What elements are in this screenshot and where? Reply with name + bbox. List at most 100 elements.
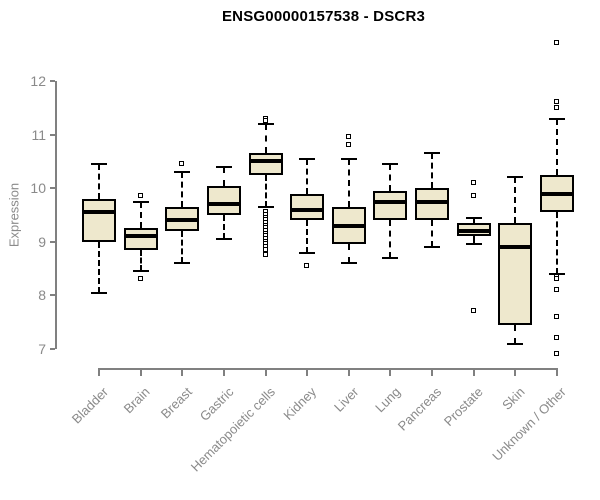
whisker-cap-upper-skin — [507, 176, 524, 179]
median-bladder — [82, 210, 116, 215]
median-gastric — [206, 202, 241, 207]
y-axis-tick — [50, 240, 55, 243]
whisker-cap-upper-unknown-other — [549, 117, 565, 120]
x-axis-tick — [472, 368, 475, 376]
x-tick-label-unknown-other: Unknown / Other — [489, 384, 570, 464]
whisker-lower-breast — [181, 231, 184, 264]
outlier-unknown-other-8 — [554, 351, 559, 357]
outlier-brain-1 — [137, 276, 143, 282]
whisker-cap-lower-hematopoietic-cells — [257, 205, 274, 208]
whisker-upper-prostate — [472, 217, 475, 224]
median-hematopoietic-cells — [248, 159, 283, 164]
x-tick-label-gastric: Gastric — [196, 384, 237, 424]
x-axis-tick — [264, 368, 267, 376]
whisker-cap-lower-breast — [174, 262, 191, 265]
x-axis-line — [98, 368, 558, 370]
x-axis-tick — [389, 368, 392, 376]
whisker-cap-upper-gastric — [215, 165, 232, 168]
whisker-cap-upper-hematopoietic-cells — [257, 122, 274, 125]
median-kidney — [290, 207, 325, 212]
whisker-upper-pancreas — [431, 153, 434, 189]
x-axis-tick — [431, 368, 434, 376]
whisker-cap-upper-breast — [174, 171, 191, 174]
x-axis-tick — [306, 368, 309, 376]
whisker-cap-lower-gastric — [215, 238, 232, 241]
outlier-prostate-2 — [470, 308, 476, 314]
x-tick-label-liver: Liver — [330, 384, 362, 415]
whisker-lower-hematopoietic-cells — [264, 174, 267, 207]
y-tick-label: 10 — [30, 180, 46, 197]
outlier-breast-0 — [179, 161, 185, 167]
outlier-liver-1 — [345, 142, 351, 148]
x-axis-tick — [139, 368, 142, 376]
x-axis-tick — [556, 368, 558, 376]
box-brain — [123, 228, 158, 250]
whisker-cap-upper-liver — [340, 157, 357, 160]
outlier-kidney-0 — [304, 262, 310, 268]
box-skin — [498, 223, 533, 325]
y-axis-line — [55, 81, 57, 349]
outlier-hematopoietic-cells-1 — [262, 118, 268, 124]
whisker-upper-liver — [347, 158, 350, 207]
median-breast — [165, 218, 200, 223]
whisker-cap-lower-kidney — [299, 251, 316, 254]
outlier-hematopoietic-cells-17 — [262, 252, 268, 258]
x-axis-tick — [514, 368, 517, 376]
outlier-brain-0 — [137, 193, 143, 199]
outlier-unknown-other-5 — [554, 287, 559, 293]
whisker-upper-kidney — [306, 158, 309, 194]
whisker-upper-unknown-other — [556, 118, 558, 175]
whisker-upper-brain — [139, 201, 142, 229]
outlier-unknown-other-7 — [554, 335, 559, 341]
whisker-upper-breast — [181, 172, 184, 207]
box-pancreas — [415, 188, 450, 221]
whisker-cap-lower-brain — [132, 270, 149, 273]
y-axis-tick — [50, 348, 55, 350]
x-axis-tick — [181, 368, 184, 376]
box-gastric — [206, 185, 241, 215]
whisker-cap-upper-brain — [132, 200, 149, 203]
box-lung — [373, 190, 408, 221]
y-tick-label: 12 — [30, 73, 46, 89]
y-tick-label: 7 — [38, 341, 46, 357]
whisker-lower-brain — [139, 249, 142, 272]
x-tick-label-breast: Breast — [157, 384, 195, 422]
median-liver — [331, 223, 366, 228]
whisker-cap-lower-prostate — [465, 243, 482, 246]
whisker-upper-gastric — [222, 166, 225, 186]
outlier-unknown-other-1 — [554, 99, 559, 105]
whisker-lower-pancreas — [431, 220, 434, 248]
whisker-upper-bladder — [98, 164, 100, 199]
median-pancreas — [415, 199, 450, 204]
outlier-prostate-0 — [470, 179, 476, 185]
x-tick-label-pancreas: Pancreas — [394, 384, 445, 434]
x-axis-tick — [347, 368, 350, 376]
chart-title: ENSG00000157538 - DSCR3 — [221, 8, 426, 25]
y-axis-tick — [50, 80, 55, 82]
median-lung — [373, 199, 408, 204]
whisker-upper-lung — [389, 164, 392, 191]
outlier-unknown-other-4 — [554, 276, 559, 282]
whisker-lower-prostate — [472, 236, 475, 245]
x-axis-tick — [98, 368, 100, 376]
y-tick-label: 8 — [38, 287, 46, 304]
x-tick-label-prostate: Prostate — [441, 384, 487, 430]
whisker-cap-lower-skin — [507, 342, 524, 345]
whisker-cap-lower-liver — [340, 262, 357, 265]
y-axis-tick — [50, 187, 55, 190]
whisker-cap-upper-bladder — [91, 163, 107, 166]
whisker-lower-kidney — [306, 220, 309, 253]
x-tick-label-bladder: Bladder — [69, 384, 112, 427]
box-hematopoietic-cells — [248, 153, 283, 175]
whisker-lower-lung — [389, 220, 392, 258]
whisker-lower-liver — [347, 244, 350, 264]
median-prostate — [456, 229, 491, 234]
outlier-unknown-other-2 — [554, 104, 559, 110]
outlier-hematopoietic-cells-16 — [262, 246, 268, 252]
whisker-upper-skin — [514, 177, 517, 224]
whisker-lower-gastric — [222, 215, 225, 240]
whisker-lower-bladder — [98, 241, 100, 293]
outlier-prostate-1 — [470, 193, 476, 199]
median-unknown-other — [540, 191, 574, 196]
